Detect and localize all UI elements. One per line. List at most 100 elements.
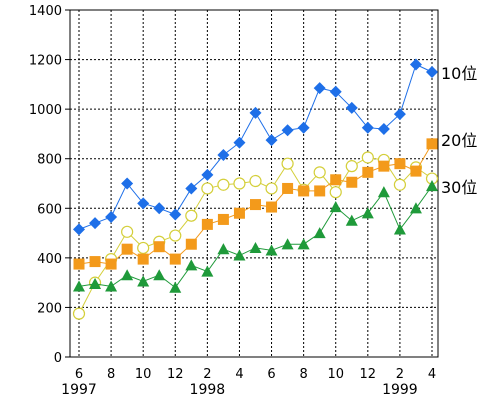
data-point bbox=[281, 157, 294, 170]
data-point bbox=[89, 217, 102, 230]
data-point bbox=[426, 65, 438, 78]
data-point bbox=[153, 269, 166, 281]
data-point bbox=[345, 214, 358, 226]
data-point bbox=[105, 280, 118, 292]
x-tick-label: 10 bbox=[135, 367, 152, 382]
data-point bbox=[89, 277, 102, 289]
data-point bbox=[233, 136, 246, 149]
x-tick-label: 6 bbox=[267, 367, 275, 382]
series-labels: 10位 20位 30位 bbox=[441, 64, 477, 197]
data-point bbox=[169, 229, 182, 242]
data-point bbox=[121, 243, 133, 255]
data-point bbox=[329, 85, 342, 98]
plot-frame bbox=[69, 9, 439, 358]
y-tick-label: 600 bbox=[37, 202, 62, 217]
y-tick-label: 1000 bbox=[29, 103, 62, 118]
x-tick-label: 10 bbox=[327, 367, 344, 382]
data-point bbox=[185, 209, 198, 222]
data-point bbox=[169, 208, 182, 221]
data-point bbox=[266, 201, 278, 213]
data-point bbox=[361, 121, 374, 134]
data-point bbox=[265, 244, 278, 256]
data-point bbox=[265, 134, 278, 147]
y-axis-tick-labels: 0 200 400 600 800 1000 1200 1400 bbox=[29, 4, 62, 366]
data-point bbox=[73, 258, 85, 270]
x-tick-label: 12 bbox=[360, 367, 377, 382]
data-point bbox=[330, 174, 342, 186]
data-point bbox=[377, 122, 390, 135]
data-point bbox=[249, 106, 262, 119]
year-label: 1997 bbox=[61, 382, 97, 398]
year-label: 1999 bbox=[382, 382, 418, 398]
data-point bbox=[298, 185, 310, 197]
data-point bbox=[201, 218, 213, 230]
data-point bbox=[137, 241, 150, 255]
data-point bbox=[282, 182, 294, 194]
data-point bbox=[121, 225, 134, 238]
data-point bbox=[362, 166, 374, 178]
data-point bbox=[153, 241, 165, 253]
data-point bbox=[73, 280, 85, 292]
x-tick-label: 4 bbox=[235, 367, 243, 382]
data-point bbox=[105, 258, 117, 270]
data-point bbox=[169, 281, 182, 293]
data-point bbox=[249, 241, 262, 254]
data-point bbox=[361, 207, 374, 219]
data-point bbox=[121, 177, 134, 190]
data-point bbox=[233, 177, 246, 190]
series-triangle bbox=[73, 179, 438, 293]
data-point bbox=[281, 238, 294, 250]
x-axis-tick-labels: 6 8 10 12 2 4 6 8 10 12 2 4 bbox=[75, 367, 436, 382]
data-point bbox=[329, 201, 342, 213]
data-point bbox=[426, 138, 438, 150]
series-label: 30位 bbox=[441, 178, 477, 197]
year-labels: 1997 1998 1999 bbox=[61, 382, 418, 398]
data-point bbox=[393, 108, 406, 121]
data-point bbox=[185, 238, 197, 250]
data-point bbox=[329, 186, 342, 199]
x-tick-label: 2 bbox=[396, 367, 404, 382]
y-tick-label: 800 bbox=[37, 153, 62, 168]
data-point bbox=[377, 186, 390, 198]
series-label: 20位 bbox=[441, 131, 477, 150]
y-tick-label: 400 bbox=[37, 252, 62, 267]
data-point bbox=[137, 197, 150, 210]
data-point bbox=[185, 182, 198, 195]
data-point bbox=[265, 182, 278, 195]
data-point bbox=[217, 178, 230, 191]
y-tick-label: 0 bbox=[54, 351, 62, 366]
series-label: 10位 bbox=[441, 64, 477, 83]
y-tick-label: 1200 bbox=[29, 54, 62, 69]
series-lines bbox=[72, 58, 439, 320]
data-point bbox=[105, 210, 118, 223]
y-tick-label: 1400 bbox=[29, 4, 62, 19]
data-point bbox=[169, 253, 181, 265]
data-point bbox=[201, 265, 214, 277]
x-tick-label: 8 bbox=[299, 367, 307, 382]
series-circle bbox=[72, 151, 439, 320]
data-point bbox=[393, 178, 407, 191]
data-point bbox=[314, 185, 326, 197]
data-point bbox=[409, 58, 422, 71]
data-point bbox=[378, 160, 390, 172]
data-point bbox=[217, 148, 230, 161]
y-tick-label: 200 bbox=[37, 301, 62, 316]
data-point bbox=[73, 223, 85, 236]
data-point bbox=[153, 202, 166, 215]
data-point bbox=[233, 249, 246, 261]
data-point bbox=[297, 238, 310, 250]
data-point bbox=[185, 259, 198, 271]
x-tick-label: 12 bbox=[167, 367, 184, 382]
data-point bbox=[361, 151, 374, 164]
x-tick-label: 4 bbox=[428, 367, 436, 382]
data-point bbox=[217, 213, 229, 225]
data-point bbox=[281, 124, 294, 137]
data-point bbox=[89, 256, 101, 268]
data-point bbox=[217, 243, 230, 255]
x-tick-label: 8 bbox=[107, 367, 115, 382]
data-point bbox=[137, 253, 149, 265]
data-point bbox=[393, 223, 406, 235]
data-point bbox=[426, 179, 438, 192]
x-tick-label: 2 bbox=[203, 367, 211, 382]
